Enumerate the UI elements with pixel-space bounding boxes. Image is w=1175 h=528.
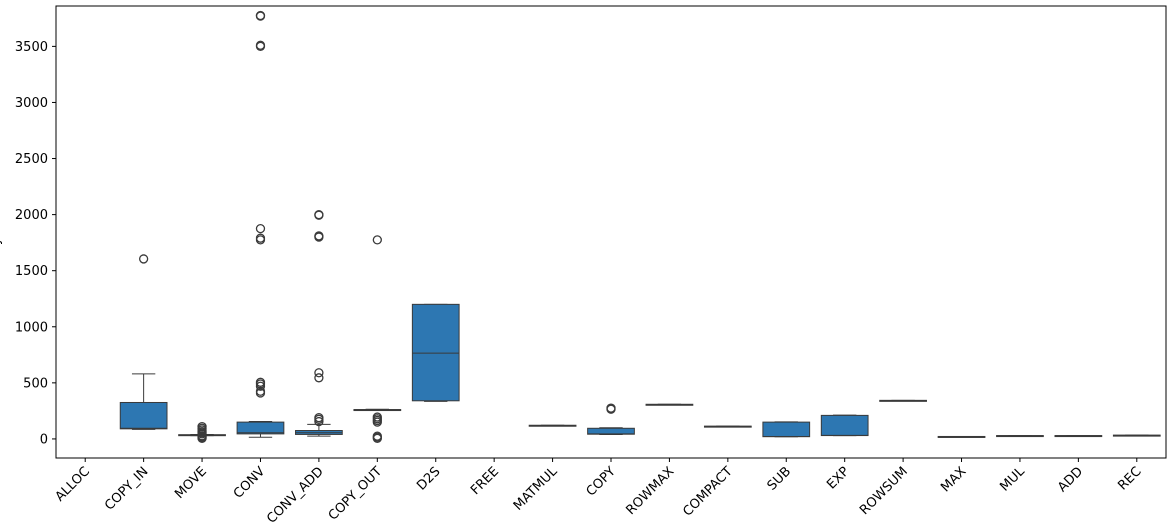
x-tick-label-copy_in: COPY_IN <box>102 464 151 513</box>
outlier-move-9 <box>197 421 207 432</box>
x-tick-label-exp: EXP <box>824 464 852 492</box>
x-tick-label-conv: CONV <box>231 464 269 502</box>
y-tick-label-0: 0 <box>40 432 48 447</box>
outlier-conv_add-8 <box>314 209 324 220</box>
outlier-conv-4 <box>255 377 266 387</box>
x-tick-label-matmul: MATMUL <box>511 464 561 514</box>
y-tick-label-1000: 1000 <box>15 320 48 335</box>
x-tick-label-conv_add: CONV_ADD <box>264 464 326 526</box>
y-tick-label-3000: 3000 <box>15 96 48 111</box>
box-sub <box>762 421 811 438</box>
outlier-copy_out-2 <box>372 431 382 441</box>
x-tick-label-alloc: ALLOC <box>53 464 93 504</box>
x-tick-label-sub: SUB <box>765 464 794 493</box>
box-d2s <box>411 303 460 402</box>
outlier-copy_in-0 <box>138 254 149 264</box>
x-tick-label-free: FREE <box>468 464 502 498</box>
outlier-conv-9 <box>255 40 266 50</box>
x-tick-label-compact: COMPACT <box>680 464 735 519</box>
outlier-conv-11 <box>255 10 266 21</box>
x-tick-label-d2s: D2S <box>414 464 443 493</box>
outlier-conv_add-4 <box>314 368 324 378</box>
x-tick-label-rowmax: ROWMAX <box>623 464 677 518</box>
outlier-conv-6 <box>255 233 266 243</box>
y-axis-label: cycles <box>0 212 3 253</box>
x-tick-label-move: MOVE <box>172 464 210 502</box>
y-tick-label-500: 500 <box>23 376 48 391</box>
x-tick-label-copy_out: COPY_OUT <box>326 464 385 523</box>
box-exp <box>820 414 869 437</box>
outlier-copy_out-7 <box>372 235 382 245</box>
x-tick-label-mul: MUL <box>997 464 1028 495</box>
y-tick-label-1500: 1500 <box>15 264 48 279</box>
outlier-copy-1 <box>606 403 616 413</box>
outlier-conv-7 <box>255 223 266 234</box>
x-tick-label-add: ADD <box>1055 464 1086 495</box>
outlier-conv_add-6 <box>314 231 324 241</box>
y-tick-label-2000: 2000 <box>15 208 48 223</box>
outlier-conv_add-2 <box>314 412 324 423</box>
outlier-conv-1 <box>255 386 266 396</box>
outlier-conv_add-3 <box>314 373 324 383</box>
x-tick-label-rec: REC <box>1115 464 1144 493</box>
x-tick-label-copy: COPY <box>584 464 619 499</box>
outlier-copy_out-6 <box>372 412 382 422</box>
y-tick-label-2500: 2500 <box>15 152 48 167</box>
x-tick-label-rowsum: ROWSUM <box>857 464 911 518</box>
box-conv <box>236 421 285 435</box>
y-tick-label-3500: 3500 <box>15 40 48 55</box>
axes-frame <box>55 5 1167 459</box>
box-copy_in <box>119 401 168 430</box>
plot-area: 0 500 1000 1500 2000 2500 3000 3500 ALLOC COPY_IN… <box>15 5 1167 527</box>
box-copy <box>587 427 635 435</box>
x-tick-label-max: MAX <box>938 464 969 495</box>
